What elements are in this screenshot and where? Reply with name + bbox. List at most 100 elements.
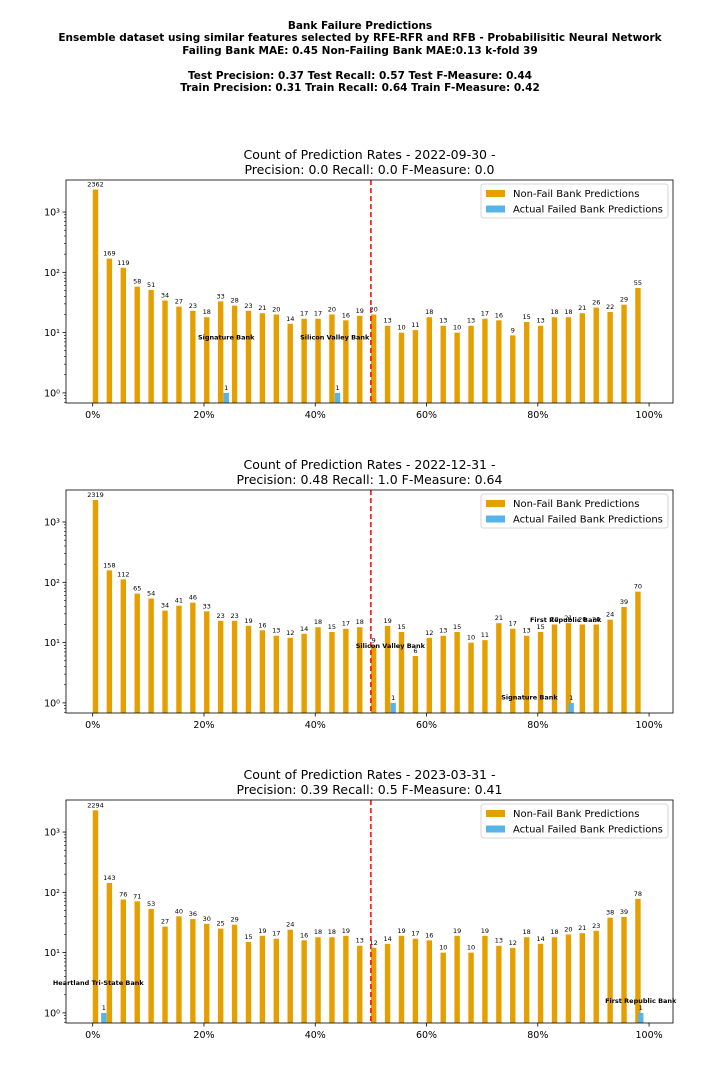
non-fail-bar: [329, 314, 335, 403]
non-fail-bar: [343, 320, 349, 403]
bar-value-label: 11: [481, 631, 489, 639]
legend-swatch: [486, 205, 505, 213]
non-fail-bar: [523, 937, 530, 1023]
bar-value-label: 19: [356, 307, 364, 315]
non-fail-bar: [204, 317, 210, 403]
y-tick-label: 10³: [44, 208, 60, 219]
chart-subtitle: Precision: 0.48 Recall: 1.0 F-Measure: 0…: [237, 472, 503, 487]
bar-value-label: 20: [550, 615, 558, 623]
non-fail-bar: [92, 810, 99, 1023]
non-fail-bar: [301, 318, 307, 403]
header-line: Train Precision: 0.31 Train Recall: 0.64…: [180, 82, 540, 95]
bar-value-label: 15: [244, 933, 252, 941]
bar-value-label: 13: [536, 317, 544, 325]
non-fail-bar: [551, 937, 558, 1023]
bar-value-label: 12: [370, 939, 378, 947]
bar-value-label: 76: [119, 891, 127, 899]
x-tick-label: 60%: [416, 410, 437, 421]
bar-value-label: 19: [453, 927, 461, 935]
x-tick-label: 40%: [305, 410, 326, 421]
x-tick-label: 40%: [305, 720, 326, 731]
non-fail-bar: [593, 307, 599, 403]
legend-label: Actual Failed Bank Predictions: [513, 825, 663, 836]
bar-value-label: 16: [425, 931, 433, 939]
non-fail-bar: [106, 258, 113, 403]
y-tick-label: 10¹: [44, 948, 60, 959]
legend: Non-Fail Bank Predictions Actual Failed B…: [480, 803, 669, 839]
bar-value-label: 169: [103, 250, 115, 258]
bar-value-label: 53: [147, 900, 155, 908]
x-tick-label: 100%: [635, 1030, 662, 1041]
bar-value-label: 20: [564, 925, 572, 933]
legend-swatch: [486, 810, 505, 817]
non-fail-bar: [621, 304, 627, 403]
non-fail-bar: [621, 606, 627, 713]
bar-value-label: 30: [203, 915, 211, 923]
x-tick-label: 40%: [305, 1030, 326, 1041]
non-fail-bar: [231, 924, 238, 1023]
non-fail-bar: [176, 916, 182, 1023]
legend-box: [480, 803, 669, 839]
bar-value-label: 1: [224, 384, 228, 392]
bar-value-label: 33: [203, 602, 211, 610]
bar-value-label: 16: [495, 311, 503, 319]
bar-value-label: 20: [370, 305, 378, 313]
non-fail-bar: [315, 627, 321, 713]
non-fail-bar: [510, 947, 516, 1023]
non-fail-bar: [440, 635, 446, 713]
legend-label: Actual Failed Bank Predictions: [513, 205, 663, 216]
bar-value-label: 19: [244, 617, 252, 625]
non-fail-bar: [468, 952, 474, 1023]
non-fail-bar: [162, 300, 168, 403]
plot-frame: [65, 489, 674, 714]
failed-bar: [101, 1012, 107, 1023]
bar-value-label: 20: [328, 305, 336, 313]
bar-value-label: 15: [523, 313, 531, 321]
non-fail-bar: [329, 631, 335, 713]
bar-value-label: 1: [335, 384, 339, 392]
non-fail-bar: [510, 335, 516, 403]
bar-value-label: 1: [102, 1004, 106, 1012]
bar-value-label: 10: [467, 944, 475, 952]
non-fail-bar: [593, 930, 599, 1023]
x-tick-label: 80%: [527, 720, 548, 731]
non-fail-bar: [273, 938, 280, 1023]
non-fail-bar: [426, 940, 433, 1023]
non-fail-bar: [134, 593, 140, 713]
non-fail-bar: [537, 325, 544, 403]
bar-value-label: 34: [161, 292, 169, 300]
non-fail-bar: [273, 635, 280, 713]
y-tick-label: 10²: [44, 268, 60, 279]
header-line: Ensemble dataset using similar features …: [58, 32, 662, 45]
bar-value-label: 21: [495, 614, 503, 622]
bar-value-label: 29: [230, 916, 238, 924]
non-fail-bar: [148, 289, 154, 403]
non-fail-bar: [204, 611, 210, 713]
non-fail-bar: [162, 610, 168, 713]
legend-swatch: [486, 500, 505, 507]
bar-value-label: 27: [161, 918, 169, 926]
legend-swatch: [486, 825, 505, 833]
figure-header: Bank Failure Predictions Ensemble dataset…: [0, 20, 720, 94]
bar-value-label: 2362: [87, 181, 104, 189]
non-fail-bar: [398, 935, 405, 1023]
bar-value-label: 46: [189, 594, 197, 602]
non-fail-bar: [635, 591, 641, 713]
y-tick-label: 10²: [44, 578, 60, 589]
chart-panel-1: Count of Prediction Rates - 2022-09-30 -…: [44, 147, 674, 421]
non-fail-bar: [370, 947, 377, 1023]
bar-value-label: 2319: [87, 491, 104, 499]
y-tick-label: 10¹: [44, 638, 60, 649]
legend-swatch: [486, 190, 505, 197]
bar-value-label: 17: [272, 930, 280, 938]
bar-value-label: 1: [569, 694, 573, 702]
legend-label: Non-Fail Bank Predictions: [513, 499, 639, 510]
non-fail-bar: [398, 631, 405, 713]
bar-value-label: 9: [372, 636, 376, 644]
non-fail-bar: [537, 943, 544, 1023]
bar-value-label: 14: [300, 625, 308, 633]
bar-value-label: 28: [230, 297, 238, 305]
bar-value-label: 14: [286, 315, 294, 323]
non-fail-bar: [607, 917, 613, 1023]
non-fail-bar: [579, 624, 586, 713]
